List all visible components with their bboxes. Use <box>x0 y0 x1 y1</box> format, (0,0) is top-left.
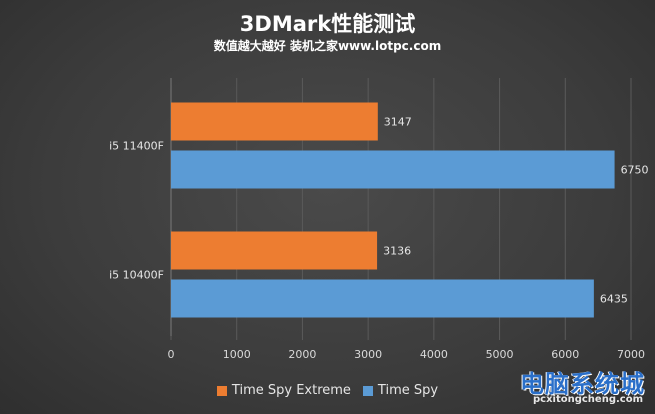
bar-time-spy-extreme <box>171 231 378 270</box>
bars <box>171 102 615 318</box>
category-label: i5 11400F <box>109 140 164 153</box>
bar-labels: 3147 6750 3136 6435 <box>383 116 648 306</box>
x-tick-labels: 0 1000 2000 3000 4000 5000 6000 7000 <box>168 348 646 361</box>
watermark-logo: 电脑系统城 pcxitongcheng.com <box>484 364 649 410</box>
watermark-text: 电脑系统城 <box>520 370 645 398</box>
legend-label: Time Spy Extreme <box>231 383 351 398</box>
bar-time-spy <box>171 150 615 189</box>
x-tick-label: 4000 <box>420 348 448 361</box>
x-tick-label: 3000 <box>354 348 382 361</box>
x-tick-label: 5000 <box>486 348 514 361</box>
legend-swatch <box>216 385 227 396</box>
legend-item-time-spy: Time Spy <box>362 383 439 398</box>
chart-subtitle: 数值越大越好 装机之家www.lotpc.com <box>213 39 442 53</box>
bar-time-spy <box>171 279 594 318</box>
bar-value-label: 3147 <box>384 116 412 129</box>
legend-label: Time Spy <box>377 383 439 398</box>
legend: Time Spy Extreme Time Spy <box>0 383 655 398</box>
legend-swatch <box>362 385 373 396</box>
x-tick-label: 6000 <box>551 348 579 361</box>
category-label: i5 10400F <box>109 269 164 282</box>
legend-item-time-spy-extreme: Time Spy Extreme <box>216 383 351 398</box>
x-tick-label: 2000 <box>288 348 316 361</box>
bar-value-label: 6435 <box>600 293 628 306</box>
category-labels: i5 11400F i5 10400F <box>109 140 164 282</box>
chart-title: 3DMark性能测试 <box>239 12 416 36</box>
x-tick-label: 1000 <box>223 348 251 361</box>
x-tick-label: 0 <box>168 348 175 361</box>
watermark-url: pcxitongcheng.com <box>532 394 643 405</box>
bar-time-spy-extreme <box>171 102 378 141</box>
bar-value-label: 3136 <box>383 245 411 258</box>
x-tick-label: 7000 <box>617 348 645 361</box>
bar-value-label: 6750 <box>621 164 649 177</box>
